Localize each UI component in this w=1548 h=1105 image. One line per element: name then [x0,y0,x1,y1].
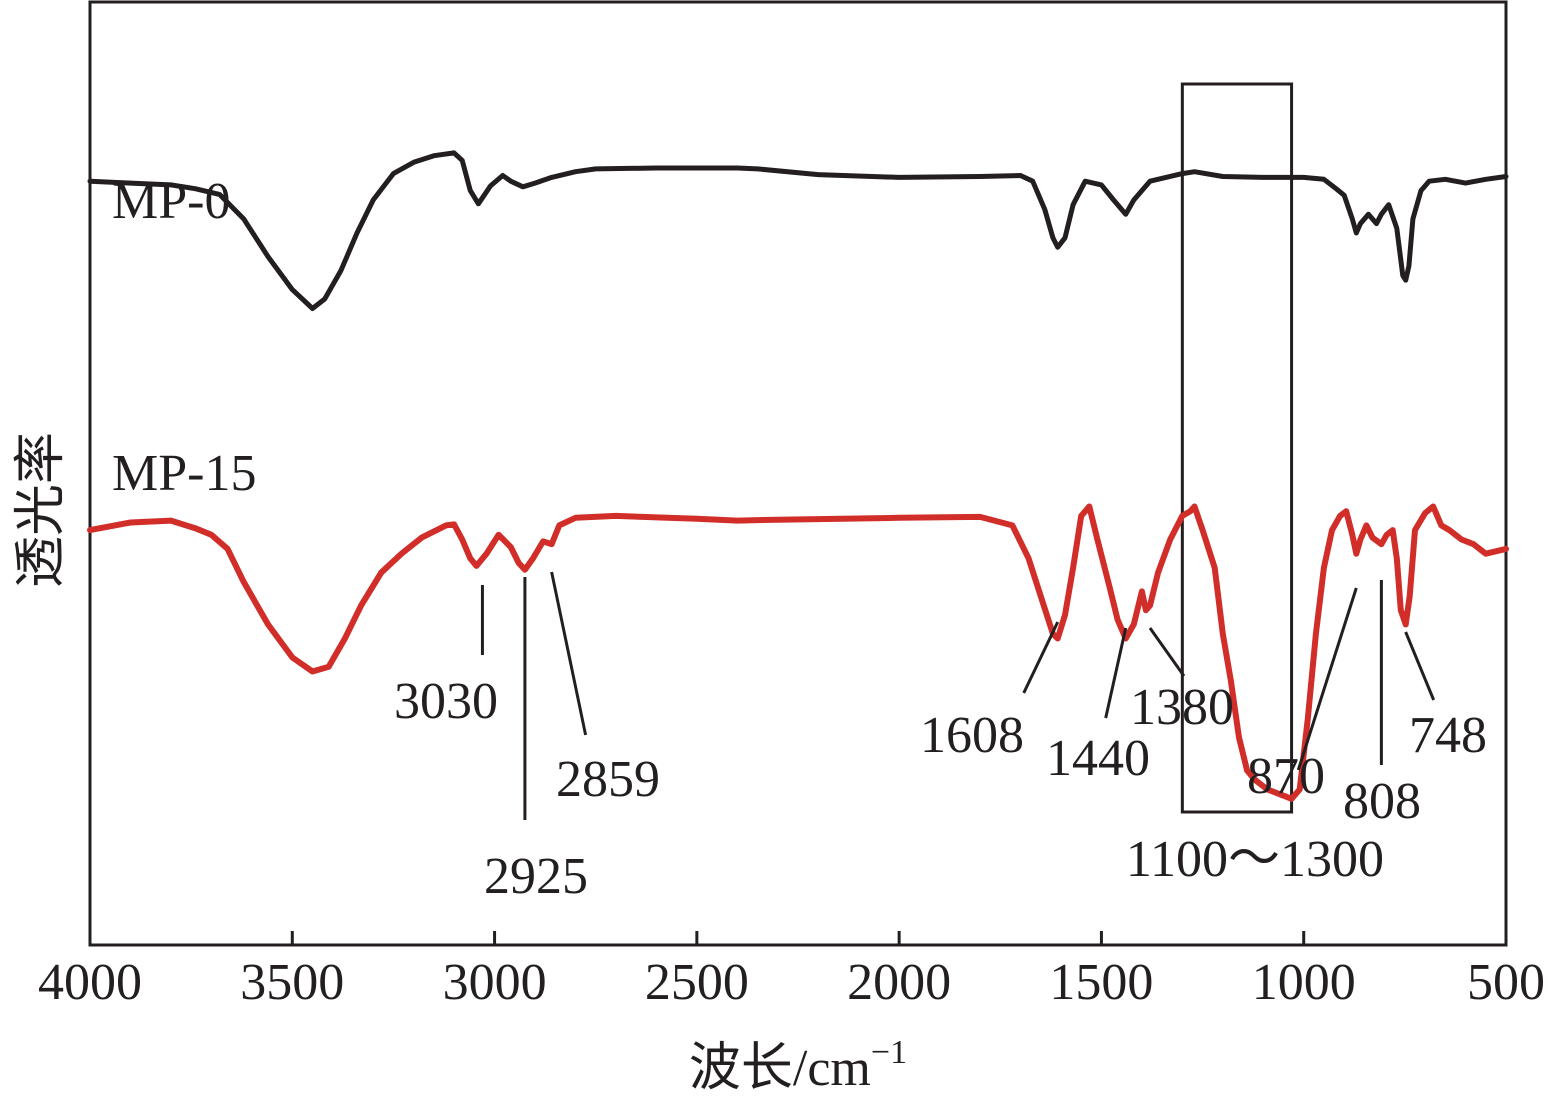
x-tick-label-500: 500 [1467,954,1545,1011]
x-tick-label-1000: 1000 [1252,954,1356,1011]
highlight-region-box [1180,82,1294,814]
series-label-mp-15: MP-15 [112,445,256,502]
annotation-leader-870 [1296,587,1358,771]
highlight-region-label: 1100～1300 [1126,831,1384,888]
annotation-label-2925: 2925 [484,848,588,905]
x-tick-label-3500: 3500 [240,954,344,1011]
series-label-mp-0: MP-0 [112,173,230,230]
plot-frame [88,0,1508,947]
series-line-mp-15 [87,503,1509,802]
annotation-leader-1380 [1148,627,1186,677]
annotation-label-870: 870 [1247,748,1325,805]
series-line-mp-0 [87,150,1509,311]
annotation-leader-1608 [1022,621,1060,694]
annotation-label-2859: 2859 [556,751,660,808]
x-axis-title-superscript: −1 [871,1034,907,1071]
x-tick-label-2000: 2000 [847,954,951,1011]
x-tick-label-4000: 4000 [38,954,142,1011]
series-labels: MP-0 MP-15 [112,173,256,502]
plot-frame-group [88,0,1508,947]
highlight-region-group: 1100～1300 [1126,82,1384,888]
series-lines [87,150,1509,802]
x-axis-ticks [88,931,1508,945]
x-tick-label-2500: 2500 [645,954,749,1011]
annotation-label-1608: 1608 [920,707,1024,764]
annotation-label-1440: 1440 [1046,730,1150,787]
annotation-leader-1440 [1104,627,1128,719]
annotation-leader-2859 [550,571,588,736]
x-axis-title: 波长/cm−1 [689,1034,907,1097]
annotation-label-748: 748 [1409,707,1487,764]
y-axis-title: 透光率 [13,432,70,588]
x-tick-label-3000: 3000 [443,954,547,1011]
x-axis-title-text: 波长/cm [689,1040,871,1097]
x-axis-tick-labels: 4000 3500 3000 2500 2000 1500 1000 500 [38,954,1545,1011]
annotation-label-1380: 1380 [1130,679,1234,736]
annotation-leader-748 [1404,631,1436,701]
x-tick-label-1500: 1500 [1049,954,1153,1011]
annotation-label-3030: 3030 [394,673,498,730]
annotation-label-808: 808 [1343,773,1421,830]
